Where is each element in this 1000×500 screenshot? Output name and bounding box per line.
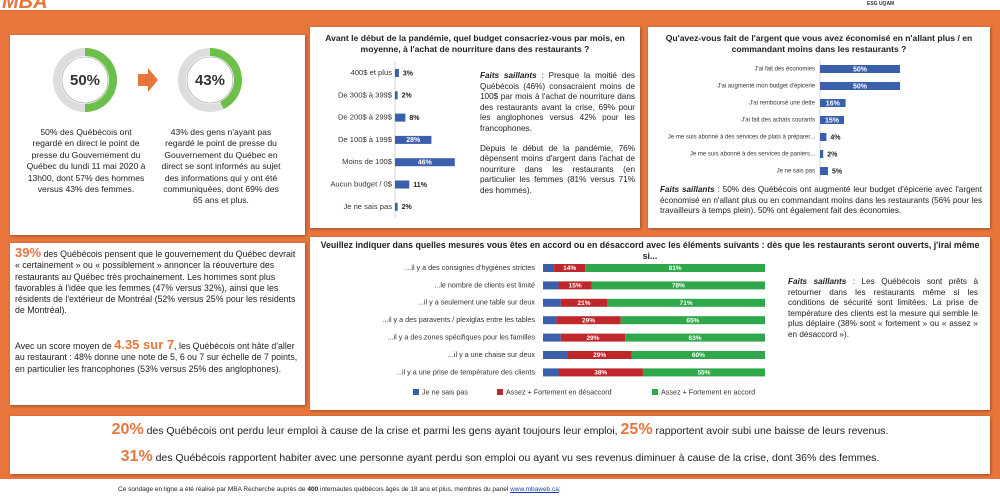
text: 400 — [307, 486, 319, 493]
text: rapportent avoir subi une baisse de leur… — [652, 425, 889, 437]
highlight: 4.35 sur 7 — [114, 337, 175, 352]
facts-text: : 50% des Québécois ont augmenté leur bu… — [660, 185, 983, 216]
highlight: 31% — [120, 448, 153, 465]
text: des Québécois rapportent habiter avec un… — [152, 452, 880, 464]
intro-box: 50% des Québécois ont regardé en direct … — [10, 35, 305, 235]
facts: Faits saillants : Les Québécois sont prê… — [788, 277, 978, 341]
opinion-box: 39% des Québécois pensent que le gouvern… — [10, 243, 305, 405]
summary-box: 20% des Québécois ont perdu leur emploi … — [10, 416, 990, 474]
highlight: 39% — [15, 245, 42, 260]
highlight: 20% — [111, 421, 144, 438]
opinion-paragraph: Avec un score moyen de 4.35 sur 7, les Q… — [15, 337, 299, 375]
chart-title: Qu'avez-vous fait de l'argent que vous a… — [665, 33, 973, 54]
link[interactable]: www.mbaweb.ca — [510, 486, 559, 493]
text: des Québécois pensent que le gouvernemen… — [15, 249, 296, 316]
facts: Faits saillants : Presque la moitié des … — [480, 71, 635, 197]
facts-text: : Les Québécois sont prêts à retourner d… — [788, 277, 978, 339]
facts: Faits saillants : 50% des Québécois ont … — [660, 185, 982, 217]
chart-title: Avant le début de la pandémie, quel budg… — [325, 33, 625, 54]
footer: Ce sondage en ligne a été réalisé par MB… — [0, 479, 1000, 500]
partner-logo: ESG UQAM — [867, 1, 895, 7]
logo: MBA — [2, 0, 48, 13]
savings-box: Qu'avez-vous fait de l'argent que vous a… — [648, 27, 990, 228]
facts-label: Faits saillants — [660, 185, 715, 194]
footer-text: Ce sondage en ligne a été réalisé par MB… — [118, 486, 561, 493]
summary-line: 20% des Québécois ont perdu leur emploi … — [10, 421, 990, 439]
intro-right: 43% des gens n'ayant pas regardé le poin… — [161, 127, 281, 206]
highlight: 25% — [620, 421, 653, 438]
opinion-paragraph: 39% des Québécois pensent que le gouvern… — [15, 245, 299, 317]
facts-text: : Presque la moitié des Québécois (46%) … — [480, 71, 635, 133]
text: Avec un score moyen de — [15, 341, 115, 351]
facts-text: Depuis le début de la pandémie, 76% dépe… — [480, 143, 635, 195]
chart-title: Veuillez indiquer dans quelles mesures v… — [320, 240, 980, 261]
summary-line: 31% des Québécois rapportent habiter ave… — [10, 448, 990, 466]
budget-box: Avant le début de la pandémie, quel budg… — [310, 27, 640, 228]
text: internautes québécois âgés de 18 ans et … — [318, 486, 511, 493]
text: Ce sondage en ligne a été réalisé par MB… — [118, 486, 308, 493]
reopen-box: Veuillez indiquer dans quelles mesures v… — [310, 237, 990, 410]
facts-label: Faits saillants — [788, 277, 847, 286]
text: ; — [558, 486, 561, 493]
text: des Québécois ont perdu leur emploi à ca… — [143, 425, 621, 437]
header — [0, 0, 1000, 10]
facts-label: Faits saillants — [480, 71, 537, 80]
intro-left: 50% des Québécois ont regardé en direct … — [26, 127, 146, 195]
text: , les Québécois ont hâte d'aller au rest… — [15, 341, 298, 374]
